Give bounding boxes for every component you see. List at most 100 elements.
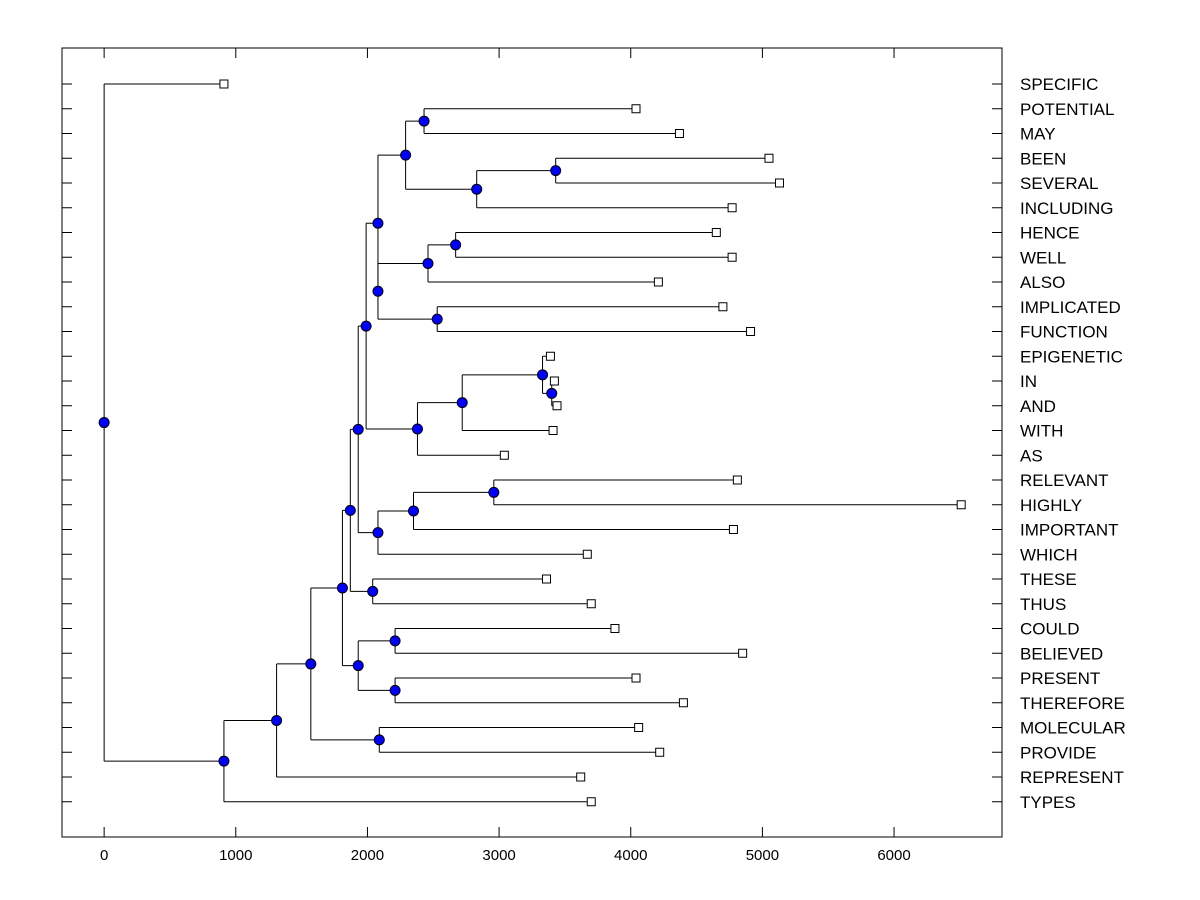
leaf-marker-implicated — [718, 302, 728, 312]
leaf-marker-highly — [956, 500, 966, 510]
leaf-label-types: TYPES — [1020, 793, 1076, 812]
leaf-marker-also — [653, 277, 663, 287]
merge-node-n19 — [367, 585, 379, 597]
merge-node-n17 — [372, 527, 384, 539]
leaf-marker-epigenetic — [545, 351, 555, 361]
leaf-marker-provide — [655, 747, 665, 757]
merge-node-n25 — [373, 734, 385, 746]
leaf-label-therefore: THEREFORE — [1020, 694, 1125, 713]
leaf-label-as: AS — [1020, 446, 1043, 465]
leaf-label-represent: REPRESENT — [1020, 768, 1124, 787]
leaf-marker-potential — [631, 104, 641, 114]
leaf-marker-important — [728, 525, 738, 534]
merge-node-n6 — [550, 165, 562, 177]
leaf-marker-as — [499, 450, 509, 460]
leaf-marker-believed — [738, 648, 748, 658]
merge-node-n9 — [450, 239, 462, 251]
leaf-marker-could — [610, 624, 620, 633]
leaf-label-and: AND — [1020, 397, 1056, 416]
merge-node-n1 — [546, 387, 558, 399]
leaf-labels: SPECIFIC POTENTIAL MAY BEEN SEVERAL INCLUDING… — [1020, 75, 1126, 812]
leaf-marker-therefore — [678, 698, 688, 708]
merge-node-markers — [98, 115, 562, 767]
x-tick-label: 2000 — [351, 847, 384, 864]
merge-node-n2 — [537, 369, 549, 381]
leaf-marker-these — [541, 574, 551, 584]
leaf-marker-represent — [576, 772, 586, 782]
leaf-label-potential: POTENTIAL — [1020, 100, 1114, 119]
leaf-marker-several — [775, 178, 785, 188]
leaf-label-provide: PROVIDE — [1020, 743, 1097, 762]
leaf-marker-thus — [586, 599, 596, 609]
dendrogram-branches — [103, 83, 962, 803]
leaf-label-several: SEVERAL — [1020, 174, 1098, 193]
merge-node-n5 — [418, 115, 430, 127]
leaf-label-important: IMPORTANT — [1020, 521, 1119, 540]
x-tick-label: 5000 — [746, 847, 779, 864]
leaf-label-been: BEEN — [1020, 149, 1066, 168]
y-axis-ticks — [62, 83, 1002, 803]
merge-node-n29 — [98, 417, 110, 429]
leaf-label-which: WHICH — [1020, 545, 1078, 564]
merge-node-n21 — [389, 635, 401, 647]
merge-node-n18 — [352, 423, 364, 435]
x-tick-label: 4000 — [614, 847, 647, 864]
merge-node-n3 — [456, 397, 468, 409]
leaf-label-may: MAY — [1020, 125, 1056, 144]
merge-node-n13 — [372, 217, 384, 229]
merge-node-n22 — [389, 684, 401, 696]
merge-node-n27 — [271, 714, 283, 726]
leaf-marker-been — [764, 153, 774, 163]
leaf-marker-with — [548, 426, 558, 435]
leaf-label-specific: SPECIFIC — [1020, 75, 1098, 94]
leaf-label-implicated: IMPLICATED — [1020, 298, 1121, 317]
leaf-marker-types — [586, 797, 596, 807]
leaf-label-also: ALSO — [1020, 273, 1065, 292]
x-tick-label: 6000 — [877, 847, 910, 864]
merge-node-n28 — [218, 755, 230, 767]
merge-node-n24 — [336, 582, 348, 594]
leaf-marker-and — [552, 401, 562, 411]
leaf-label-in: IN — [1020, 372, 1037, 391]
leaf-label-molecular: MOLECULAR — [1020, 719, 1126, 738]
leaf-label-these: THESE — [1020, 570, 1077, 589]
merge-node-n23 — [352, 660, 364, 672]
leaf-label-hence: HENCE — [1020, 224, 1080, 243]
merge-node-n12 — [372, 285, 384, 297]
leaf-markers — [219, 79, 966, 807]
merge-node-n4 — [411, 423, 423, 435]
leaf-marker-in — [549, 376, 559, 386]
leaf-label-epigenetic: EPIGENETIC — [1020, 347, 1123, 366]
leaf-marker-specific — [219, 79, 229, 89]
merge-node-n8 — [400, 149, 412, 161]
x-tick-label: 0 — [100, 847, 108, 864]
leaf-marker-relevant — [732, 475, 742, 485]
merge-node-n14 — [360, 320, 372, 332]
x-tick-label: 1000 — [219, 847, 252, 864]
plot-frame — [61, 47, 1003, 838]
leaf-label-relevant: RELEVANT — [1020, 471, 1109, 490]
leaf-label-thus: THUS — [1020, 595, 1066, 614]
leaf-marker-may — [674, 129, 684, 138]
merge-node-n7 — [471, 183, 483, 195]
merge-node-n20 — [344, 504, 356, 516]
merge-node-n26 — [305, 658, 317, 670]
leaf-label-believed: BELIEVED — [1020, 644, 1103, 663]
leaf-label-with: WITH — [1020, 422, 1063, 441]
merge-node-n15 — [488, 486, 500, 498]
x-tick-label: 3000 — [482, 847, 515, 864]
leaf-label-function: FUNCTION — [1020, 323, 1108, 342]
leaf-marker-present — [631, 673, 641, 683]
merge-node-n10 — [422, 257, 434, 269]
leaf-label-including: INCLUDING — [1020, 199, 1114, 218]
leaf-marker-hence — [711, 228, 721, 237]
leaf-marker-well — [727, 252, 737, 262]
leaf-marker-function — [746, 327, 756, 336]
leaf-label-well: WELL — [1020, 248, 1066, 267]
merge-node-n11 — [431, 313, 443, 325]
leaf-marker-which — [582, 549, 592, 559]
leaf-label-highly: HIGHLY — [1020, 496, 1082, 515]
leaf-label-present: PRESENT — [1020, 669, 1100, 688]
leaf-marker-including — [727, 203, 737, 213]
